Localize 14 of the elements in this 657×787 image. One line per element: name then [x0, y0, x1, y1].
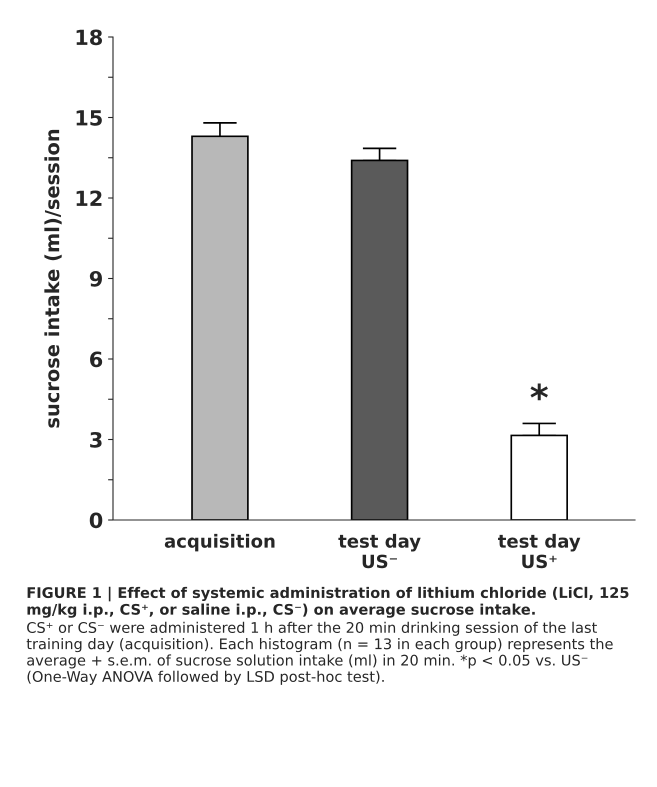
x-tick-label: test day US⁺	[498, 534, 580, 568]
y-tick-label: 0	[90, 512, 102, 528]
y-tick-label: 9	[90, 270, 102, 287]
y-tick-label: 6	[90, 351, 102, 368]
annotation: *	[530, 384, 548, 400]
x-tick-label: test day US⁻	[338, 534, 421, 568]
text: FIGURE 1 | Effect of systemic administration of lithium chloride (LiCl, 125 mg/kg i.p., CS⁺, or saline i.p., CS⁻) on average sucrose intake.	[27, 586, 628, 618]
y-tick-label: 3	[90, 432, 102, 448]
y-axis-title: sucrose intake (ml)/session	[44, 130, 62, 428]
y-tick-label: 15	[76, 110, 102, 126]
x-tick-label: acquisition	[164, 534, 274, 552]
text: CS⁺ or CS⁻ were administered 1 h after the 20 min drinking session of the last training day (acquisition). Each histogram (n = 13 in each group) represents the average + s.e.m. of sucrose solution intake (ml) in 20 min. *p < 0.05 vs. US⁻ (One-Way ANOVA followed by LSD post-hoc test).	[26, 622, 613, 685]
y-tick-label: 12	[76, 190, 102, 206]
y-tick-label: 18	[76, 29, 102, 46]
